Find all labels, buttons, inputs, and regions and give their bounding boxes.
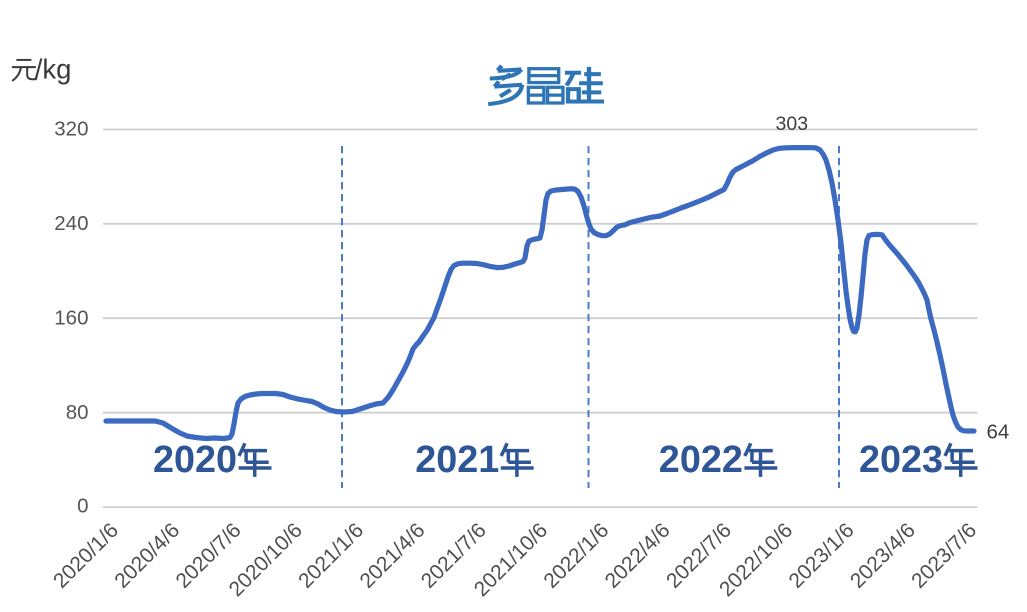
svg-text:2023/7/6: 2023/7/6 (907, 519, 981, 593)
svg-text:80: 80 (66, 401, 89, 424)
svg-text:2021: 2021 (415, 439, 499, 481)
svg-text:0: 0 (77, 495, 88, 518)
svg-text:64: 64 (987, 421, 1010, 444)
svg-text:2023: 2023 (859, 439, 943, 481)
svg-text:160: 160 (54, 306, 88, 329)
svg-text:2021/4/6: 2021/4/6 (355, 519, 429, 593)
svg-text:2022/1/6: 2022/1/6 (539, 519, 613, 593)
svg-text:2020/4/6: 2020/4/6 (110, 519, 184, 593)
svg-text:303: 303 (776, 113, 809, 135)
svg-text:2022/4/6: 2022/4/6 (601, 519, 675, 593)
svg-text:240: 240 (54, 212, 88, 235)
svg-text:2023/4/6: 2023/4/6 (846, 519, 920, 593)
svg-text:320: 320 (54, 118, 88, 141)
svg-text:/kg: /kg (35, 53, 72, 84)
svg-text:2022: 2022 (659, 439, 743, 481)
svg-text:2021/1/6: 2021/1/6 (294, 519, 368, 593)
svg-text:2020/1/6: 2020/1/6 (49, 519, 123, 593)
svg-text:2023/1/6: 2023/1/6 (785, 519, 859, 593)
svg-text:2020: 2020 (153, 439, 237, 481)
